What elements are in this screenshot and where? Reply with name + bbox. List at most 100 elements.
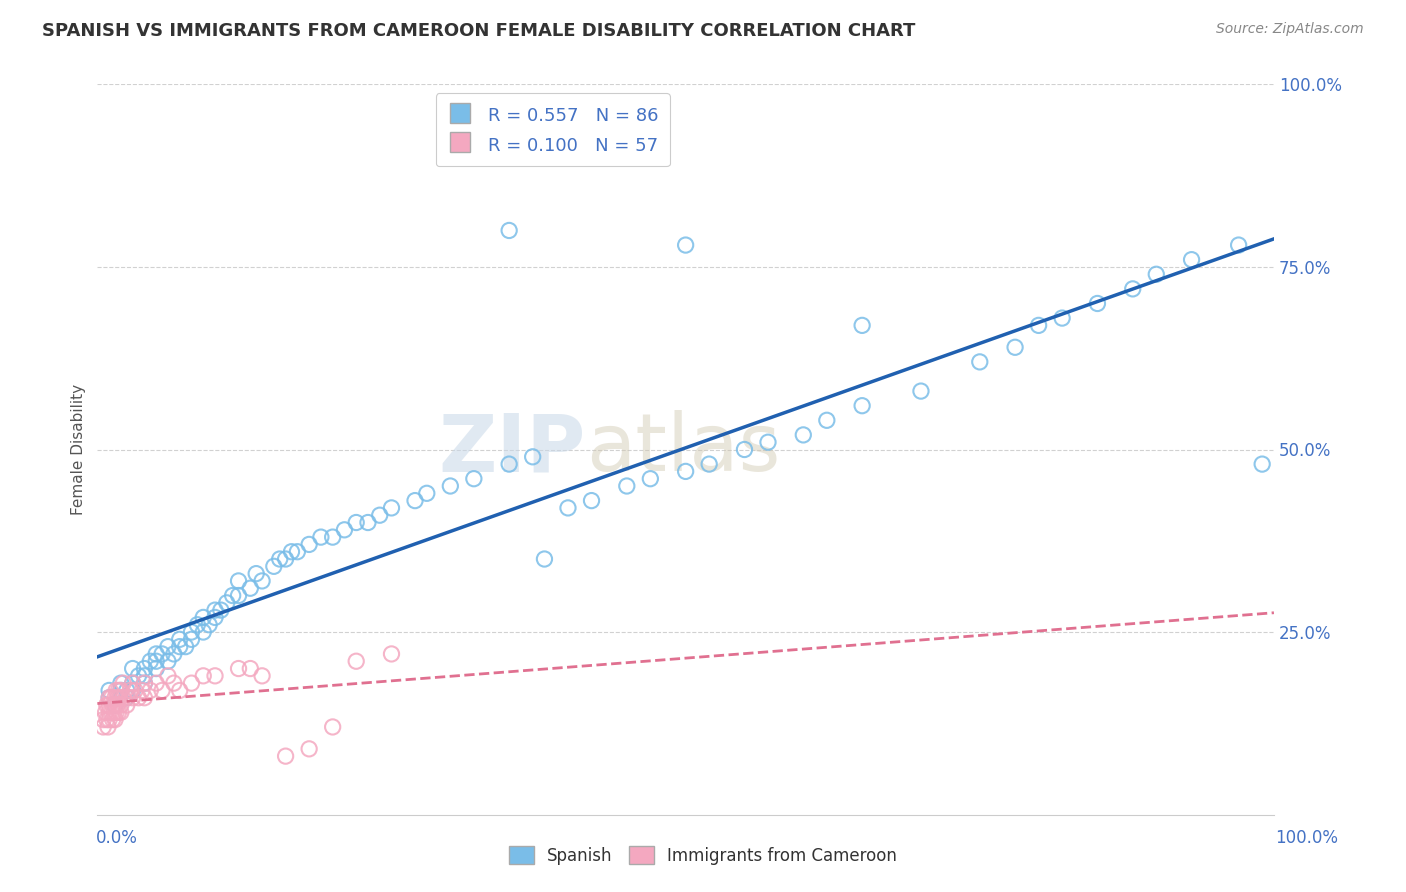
Point: [533, 552, 555, 566]
Point: [851, 399, 873, 413]
Point: [675, 464, 697, 478]
Point: [333, 523, 356, 537]
Point: [110, 683, 132, 698]
Point: [156, 640, 179, 654]
Point: [250, 669, 273, 683]
Point: [1122, 282, 1144, 296]
Point: [380, 647, 402, 661]
Point: [228, 589, 250, 603]
Point: [209, 603, 232, 617]
Point: [145, 654, 167, 668]
Point: [104, 713, 127, 727]
Point: [150, 683, 173, 698]
Point: [616, 479, 638, 493]
Point: [101, 698, 124, 712]
Point: [104, 698, 127, 712]
Point: [100, 706, 122, 720]
Point: [124, 683, 146, 698]
Point: [120, 683, 142, 698]
Point: [640, 472, 662, 486]
Point: [96, 713, 118, 727]
Text: atlas: atlas: [586, 410, 780, 489]
Point: [121, 661, 143, 675]
Point: [239, 661, 262, 675]
Point: [250, 574, 273, 588]
Point: [134, 676, 156, 690]
Point: [1050, 311, 1073, 326]
Point: [115, 683, 138, 698]
Point: [221, 589, 243, 603]
Text: ZIP: ZIP: [439, 410, 586, 489]
Point: [121, 690, 143, 705]
Point: [198, 617, 221, 632]
Point: [131, 683, 153, 698]
Point: [100, 690, 122, 705]
Legend: R = 0.557   N = 86, R = 0.100   N = 57: R = 0.557 N = 86, R = 0.100 N = 57: [436, 94, 669, 167]
Point: [344, 654, 367, 668]
Point: [581, 493, 603, 508]
Point: [1180, 252, 1202, 267]
Point: [145, 661, 167, 675]
Point: [792, 428, 814, 442]
Point: [115, 690, 138, 705]
Point: [215, 596, 238, 610]
Point: [139, 654, 162, 668]
Point: [1087, 296, 1109, 310]
Point: [368, 508, 391, 523]
Point: [1004, 340, 1026, 354]
Point: [274, 552, 297, 566]
Point: [851, 318, 873, 333]
Point: [98, 706, 121, 720]
Point: [145, 647, 167, 661]
Text: 100.0%: 100.0%: [1275, 829, 1339, 847]
Point: [180, 625, 202, 640]
Point: [134, 669, 156, 683]
Text: Source: ZipAtlas.com: Source: ZipAtlas.com: [1216, 22, 1364, 37]
Point: [322, 720, 344, 734]
Point: [228, 661, 250, 675]
Point: [128, 690, 150, 705]
Point: [101, 713, 124, 727]
Point: [463, 472, 485, 486]
Point: [115, 698, 138, 712]
Point: [121, 676, 143, 690]
Text: 0.0%: 0.0%: [96, 829, 138, 847]
Point: [112, 676, 135, 690]
Point: [104, 698, 127, 712]
Point: [280, 545, 302, 559]
Point: [98, 690, 121, 705]
Point: [239, 581, 262, 595]
Point: [263, 559, 285, 574]
Point: [156, 669, 179, 683]
Point: [110, 706, 132, 720]
Point: [105, 690, 128, 705]
Point: [97, 720, 120, 734]
Point: [204, 669, 226, 683]
Point: [156, 654, 179, 668]
Point: [733, 442, 755, 457]
Point: [309, 530, 332, 544]
Point: [112, 690, 135, 705]
Point: [439, 479, 461, 493]
Point: [404, 493, 426, 508]
Point: [108, 690, 131, 705]
Point: [204, 610, 226, 624]
Point: [193, 669, 215, 683]
Y-axis label: Female Disability: Female Disability: [72, 384, 86, 515]
Point: [204, 603, 226, 617]
Point: [121, 676, 143, 690]
Point: [128, 669, 150, 683]
Point: [103, 706, 125, 720]
Point: [150, 647, 173, 661]
Point: [110, 676, 132, 690]
Point: [416, 486, 439, 500]
Point: [98, 713, 121, 727]
Point: [287, 545, 309, 559]
Legend: Spanish, Immigrants from Cameroon: Spanish, Immigrants from Cameroon: [501, 838, 905, 873]
Point: [193, 610, 215, 624]
Point: [1227, 238, 1250, 252]
Point: [557, 500, 579, 515]
Point: [94, 706, 117, 720]
Point: [134, 676, 156, 690]
Point: [169, 632, 191, 647]
